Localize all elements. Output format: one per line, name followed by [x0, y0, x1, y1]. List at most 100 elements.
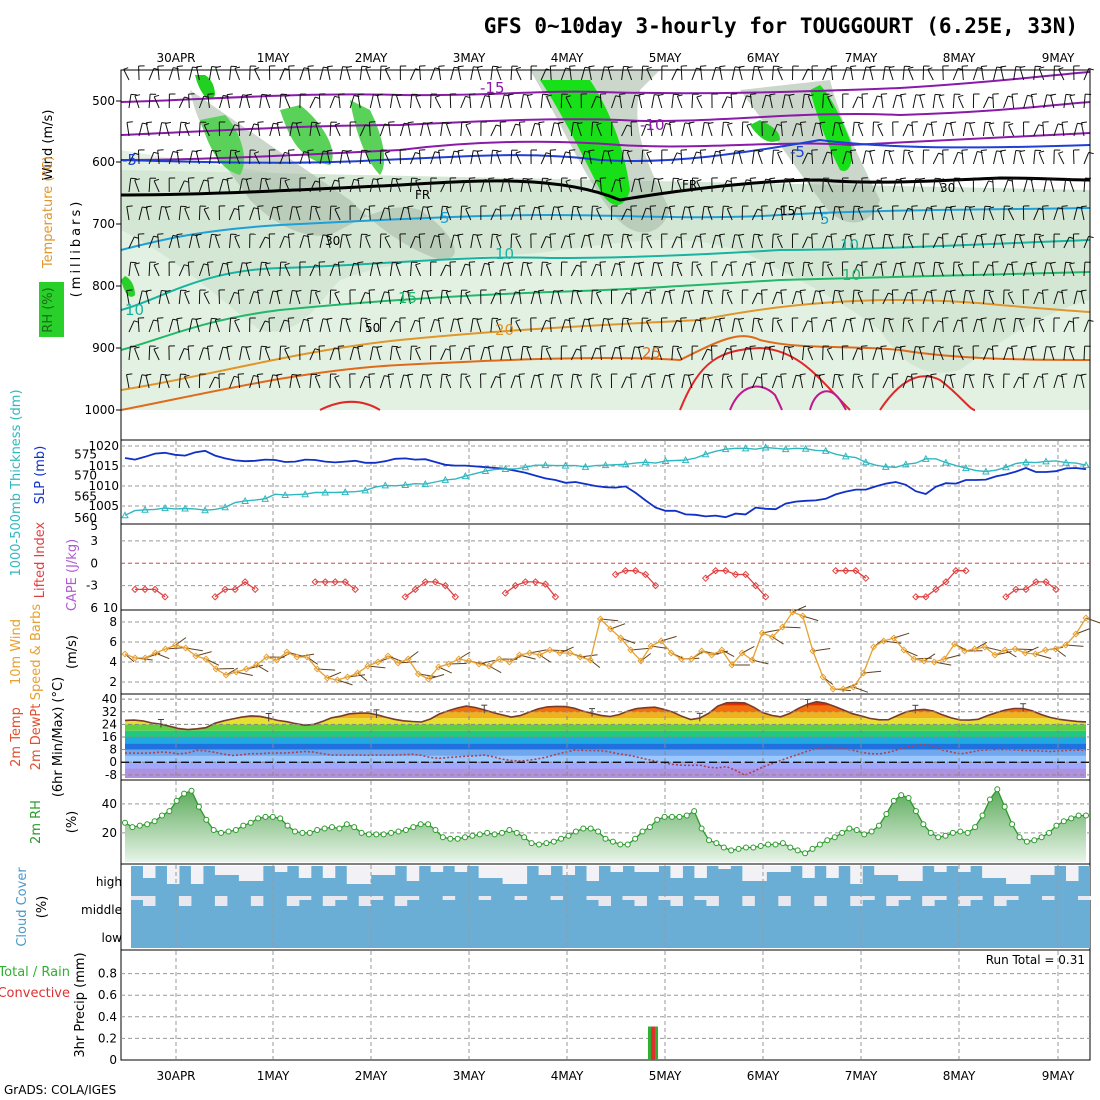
- wind-barb-flag: [296, 121, 302, 124]
- wind-barb: [1003, 122, 1005, 137]
- wind-barb: [590, 96, 597, 109]
- wind-barb: [1043, 262, 1047, 277]
- wind-barb: [838, 123, 844, 137]
- wind-barb-flag: [746, 123, 752, 126]
- wind-barb: [1011, 94, 1015, 109]
- date-label-bottom: 7MAY: [845, 1069, 878, 1083]
- temp-tick-label: 32: [102, 705, 117, 719]
- wind-barb: [318, 93, 321, 109]
- wind-barb-flag: [1000, 149, 1007, 152]
- wind-barb: [852, 180, 859, 193]
- wind-barb: [719, 66, 723, 81]
- wind-barb: [902, 150, 905, 165]
- wind-barb: [618, 262, 623, 277]
- wind-barb: [993, 234, 997, 249]
- wind-barb: [269, 374, 274, 389]
- rh-marker: [720, 844, 727, 851]
- cloud-cell-middle: [922, 896, 935, 906]
- wind-barb-flag: [176, 233, 183, 236]
- wind-barb: [490, 376, 497, 389]
- rh-marker: [839, 829, 846, 836]
- wind-barb: [490, 150, 493, 165]
- wind-barb: [701, 206, 705, 221]
- li-marker: [761, 593, 770, 601]
- wind-barb: [992, 262, 995, 277]
- rh-marker: [144, 821, 151, 828]
- wind-marker: [151, 649, 159, 657]
- wind-barb-flag: [435, 95, 440, 98]
- wind-barb: [1033, 208, 1040, 221]
- wind-barb-flag: [980, 233, 987, 236]
- wind-barb: [128, 94, 132, 109]
- date-label-top: 4MAY: [551, 51, 584, 65]
- contour-35-b: [809, 390, 847, 411]
- wind-barb: [470, 234, 474, 249]
- wind-barb-flag: [376, 345, 383, 348]
- wind-barb-flag: [326, 233, 333, 236]
- wind-barb-flag: [357, 177, 364, 180]
- wind-barb: [560, 151, 566, 165]
- rh-marker: [831, 834, 838, 841]
- wind-barb-flag: [777, 66, 783, 69]
- rh-marker: [536, 841, 542, 848]
- top-time-axis: 30APR 1MAY 2MAY 3MAY 4MAY 5MAY 6MAY 7MAY 8MAY 9MA…: [156, 51, 1074, 65]
- wind-barb: [942, 290, 947, 305]
- wind-barb-flag: [707, 290, 714, 293]
- wind-barb: [526, 347, 532, 361]
- wind-barb: [1080, 374, 1085, 389]
- wind-barb: [699, 66, 703, 81]
- date-label-bottom: 6MAY: [747, 1069, 780, 1083]
- wind-axis-label: Wind (m/s): [41, 110, 56, 181]
- wind-barb: [208, 376, 216, 389]
- li-marker: [451, 593, 460, 601]
- wind-marker: [455, 655, 463, 663]
- wind-barb: [550, 206, 555, 221]
- wind-barb-flag: [415, 94, 421, 97]
- wind-barb: [269, 123, 274, 137]
- wind-barb: [284, 180, 291, 193]
- thickness-marker: [1002, 463, 1010, 471]
- wind-barb: [218, 373, 220, 389]
- wind-barb: [811, 234, 814, 249]
- wind-barb-flag: [446, 206, 452, 209]
- wind-barb-flag: [1061, 205, 1068, 207]
- wind-barb: [576, 375, 582, 389]
- wind-barb: [902, 124, 909, 137]
- wind-barb: [226, 94, 231, 109]
- wind-barb-flag: [588, 149, 595, 152]
- wind-barb: [932, 262, 936, 277]
- wind-barb: [741, 263, 747, 277]
- wind-barb-flag: [503, 262, 510, 265]
- wind-tick-label: 6: [109, 635, 117, 649]
- wind-barb: [126, 122, 130, 137]
- temperature-band: [125, 743, 1086, 750]
- precip-convective-label: Convective: [0, 986, 70, 1001]
- wind-barb: [882, 66, 886, 81]
- wind-barb-flag: [296, 205, 302, 208]
- wind-barb-flag: [1061, 289, 1068, 291]
- wind-barb-flag: [261, 177, 268, 180]
- wind-barb: [730, 262, 733, 277]
- wind-barb-flag: [1015, 317, 1022, 320]
- wind-barb: [329, 289, 332, 305]
- wind-barb-flag: [938, 94, 945, 97]
- contour-label: 15: [780, 204, 795, 218]
- wind-barb-flag: [284, 262, 290, 266]
- wind-barb: [359, 292, 366, 305]
- wind-barb-flag: [234, 66, 241, 69]
- thickness-tick-label: 560: [74, 511, 97, 525]
- wind-barb: [1063, 178, 1067, 193]
- wind-barb: [198, 122, 201, 137]
- pressure-tick-label: 900: [92, 341, 115, 355]
- wind-barb: [741, 347, 747, 361]
- cloud-cell-high: [1006, 866, 1019, 884]
- wind-barb: [256, 374, 261, 389]
- wind-barb: [771, 318, 774, 333]
- wind-barb: [540, 262, 543, 277]
- li-marker: [401, 593, 409, 601]
- wind-barb: [289, 206, 293, 221]
- wind-barb: [214, 235, 220, 249]
- rh-marker: [336, 825, 343, 832]
- wind-barb: [590, 206, 593, 221]
- wind-barb-flag: [315, 290, 321, 293]
